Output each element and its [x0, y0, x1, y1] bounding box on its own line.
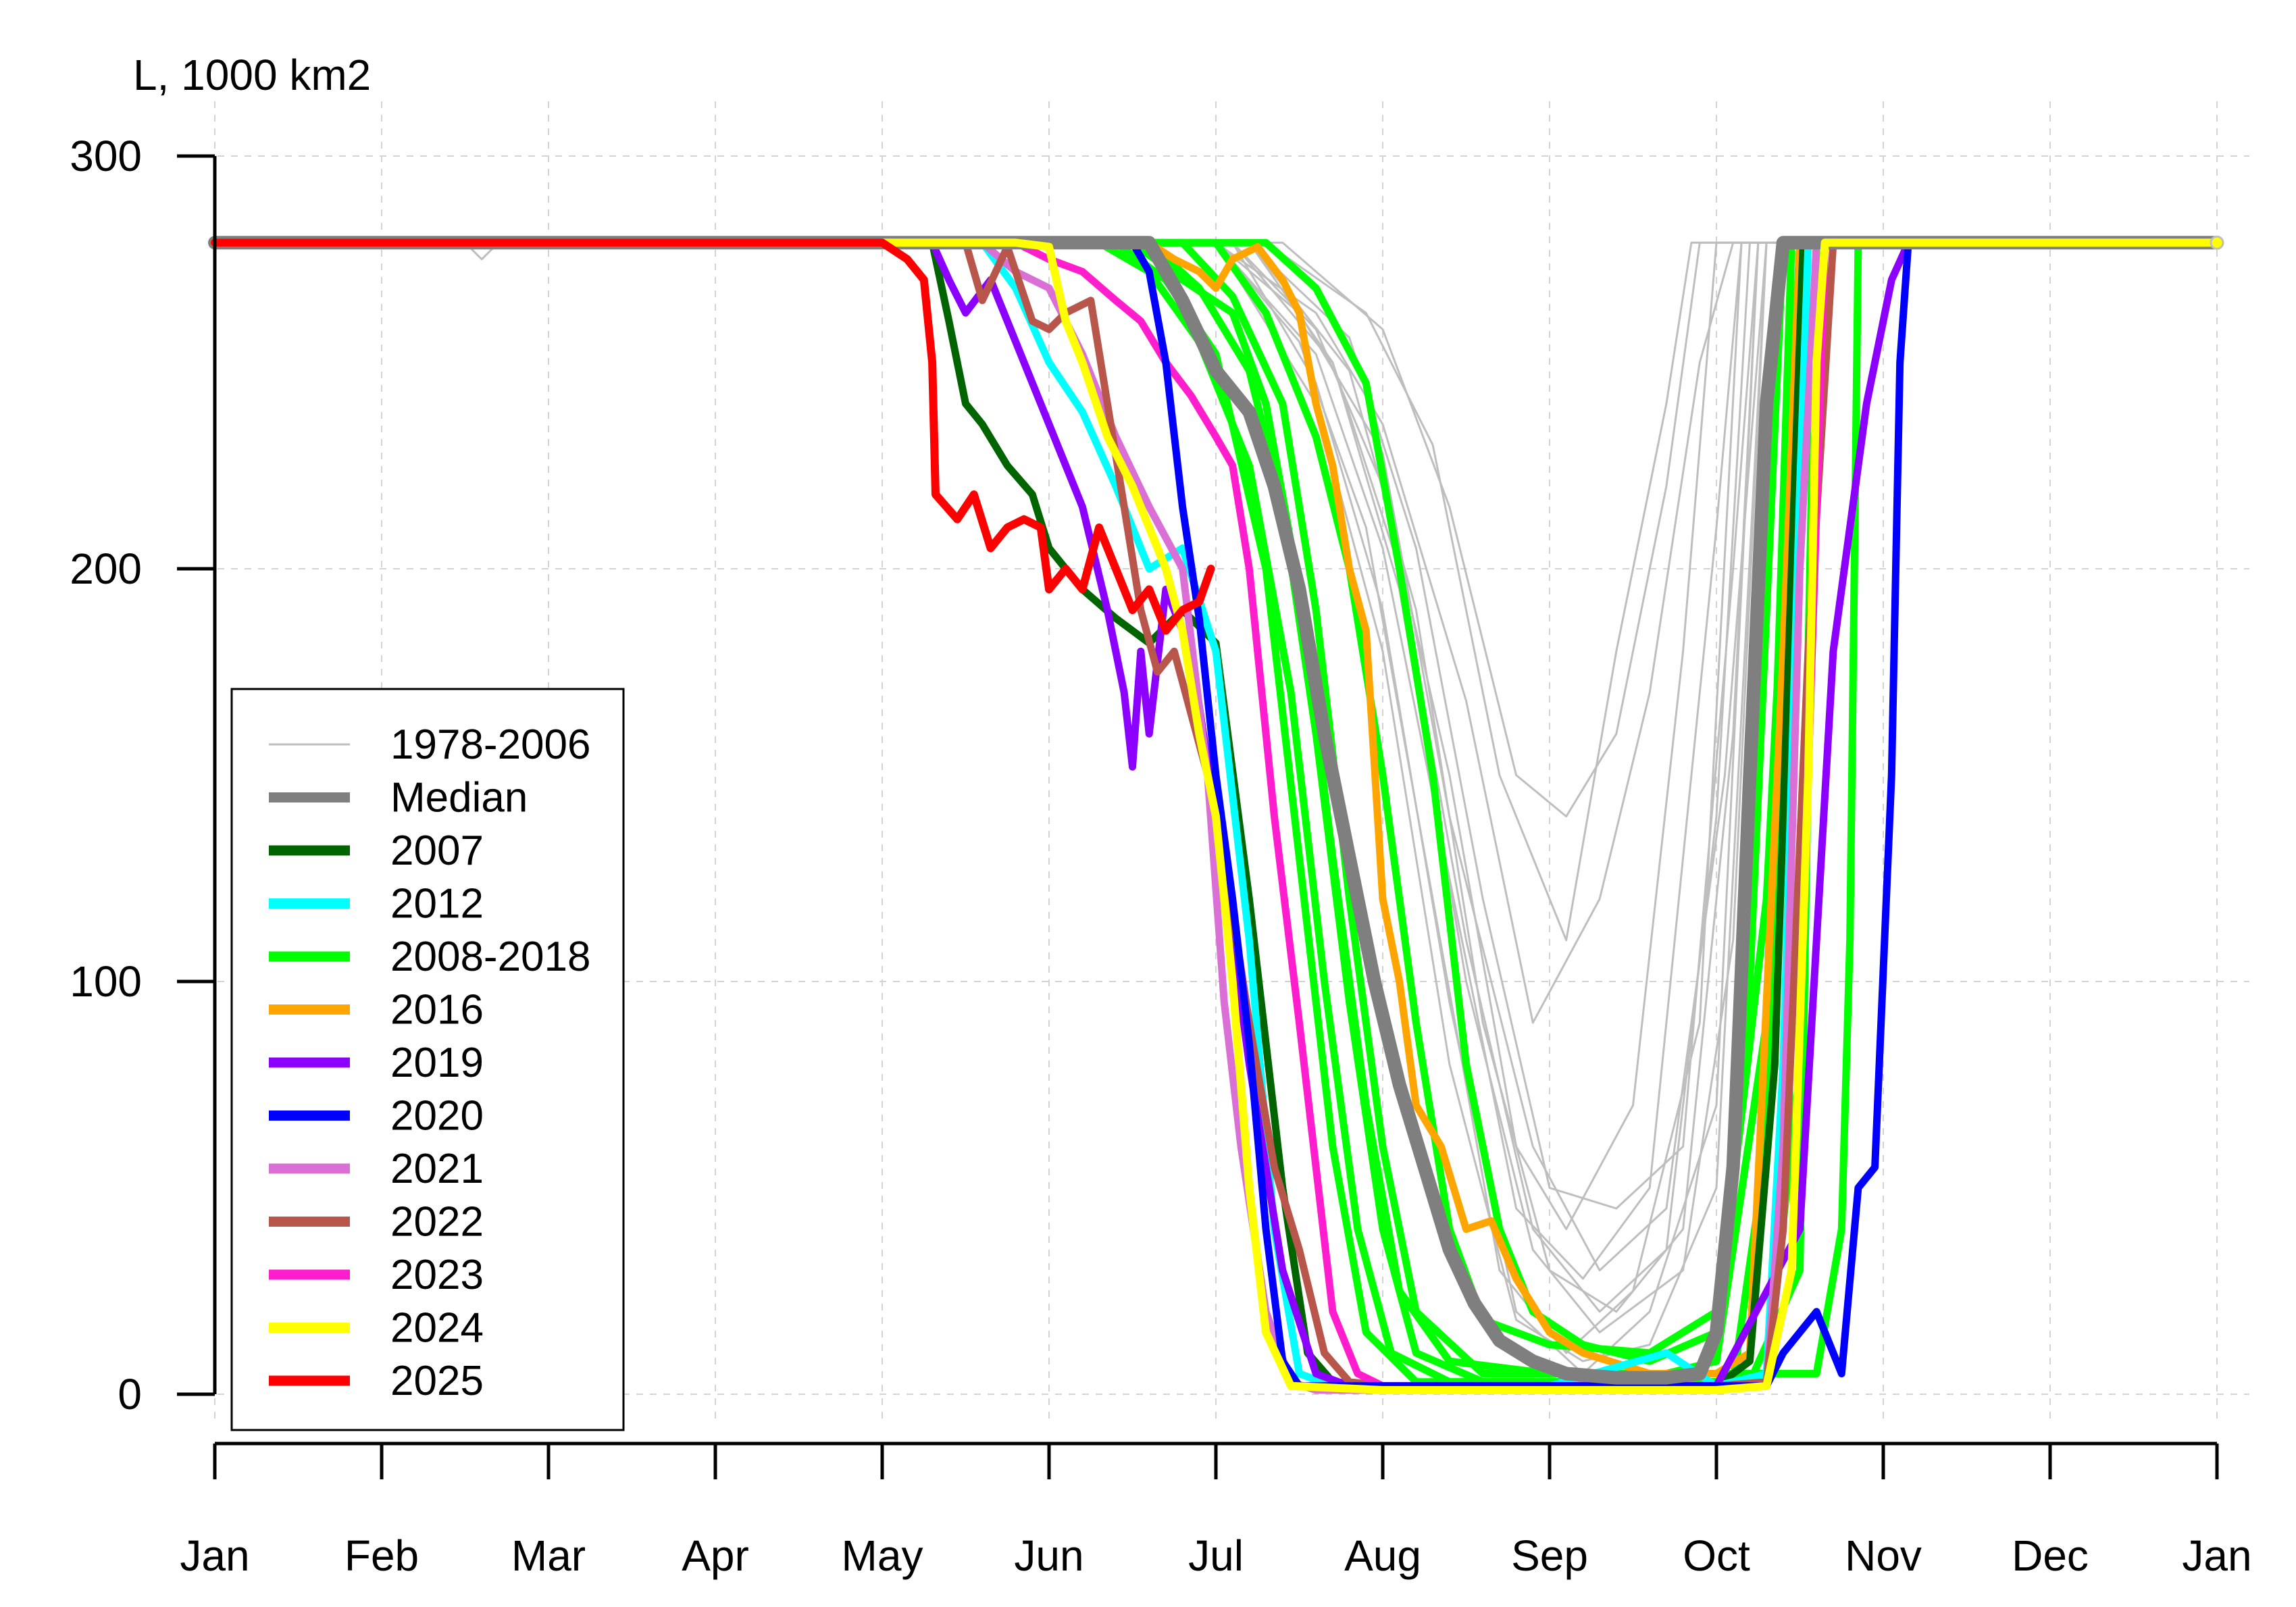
- series-line-2008-2018: [211, 238, 2221, 1365]
- series-line-2008-2018: [211, 238, 2221, 1377]
- x-tick-label: Apr: [682, 1531, 749, 1580]
- legend-label: 2020: [390, 1093, 484, 1140]
- legend-label: 1978-2006: [390, 721, 591, 768]
- x-tick-label: Mar: [511, 1531, 586, 1580]
- x-tick-label: Jun: [1014, 1531, 1083, 1580]
- legend-label: 2007: [390, 827, 484, 874]
- legend-label: 2012: [390, 881, 484, 927]
- series-line-1978-2006: [215, 241, 2217, 818]
- x-tick-label: May: [842, 1531, 923, 1580]
- legend: 1978-2006 Median 2007 2012 2008-2018 2016 2019…: [230, 688, 625, 1431]
- axes: 0 100 200 300 Jan Feb Mar Apr May Jun Jul Aug Sep Oct…: [70, 132, 2251, 1580]
- series-line-2024: [211, 238, 2221, 1394]
- series-line-median: [208, 236, 2224, 1385]
- legend-label: Median: [390, 775, 528, 821]
- x-tick-label: Aug: [1344, 1531, 1421, 1580]
- y-tick-label: 300: [70, 132, 142, 180]
- x-tick-label: Dec: [2012, 1531, 2089, 1580]
- x-tick-label: Jul: [1188, 1531, 1244, 1580]
- legend-label: 2021: [390, 1146, 484, 1192]
- series-line-1978-2006: [215, 241, 2217, 1375]
- legend-label: 2016: [390, 987, 484, 1034]
- y-tick-label: 200: [70, 544, 142, 593]
- series-line-1978-2006: [215, 241, 2217, 942]
- x-tick-label: Jan: [180, 1531, 249, 1580]
- legend-label: 2008-2018: [390, 934, 591, 980]
- legend-label: 2025: [390, 1358, 484, 1404]
- series-line-1978-2006: [215, 241, 2217, 1313]
- background-years-lines: [215, 241, 2217, 1375]
- y-axis-title: L, 1000 km2: [133, 51, 371, 99]
- x-tick-label: Oct: [1683, 1531, 1750, 1580]
- x-tick-label: Sep: [1511, 1531, 1588, 1580]
- x-tick-label: Jan: [2182, 1531, 2251, 1580]
- series-line-1978-2006: [215, 241, 2217, 1210]
- legend-label: 2019: [390, 1040, 484, 1086]
- legend-label: 2023: [390, 1252, 484, 1298]
- series-end-point: [2210, 235, 2224, 250]
- y-tick-label: 0: [118, 1370, 142, 1419]
- y-tick-label: 100: [70, 957, 142, 1006]
- legend-label: 2024: [390, 1305, 484, 1352]
- x-tick-label: Feb: [345, 1531, 419, 1580]
- highlighted-series-lines: [208, 235, 2224, 1394]
- series-line-1978-2006: [215, 241, 2217, 1280]
- legend-label: 2022: [390, 1199, 484, 1246]
- series-line-2025: [211, 238, 1215, 635]
- x-tick-label: Nov: [1845, 1531, 1922, 1580]
